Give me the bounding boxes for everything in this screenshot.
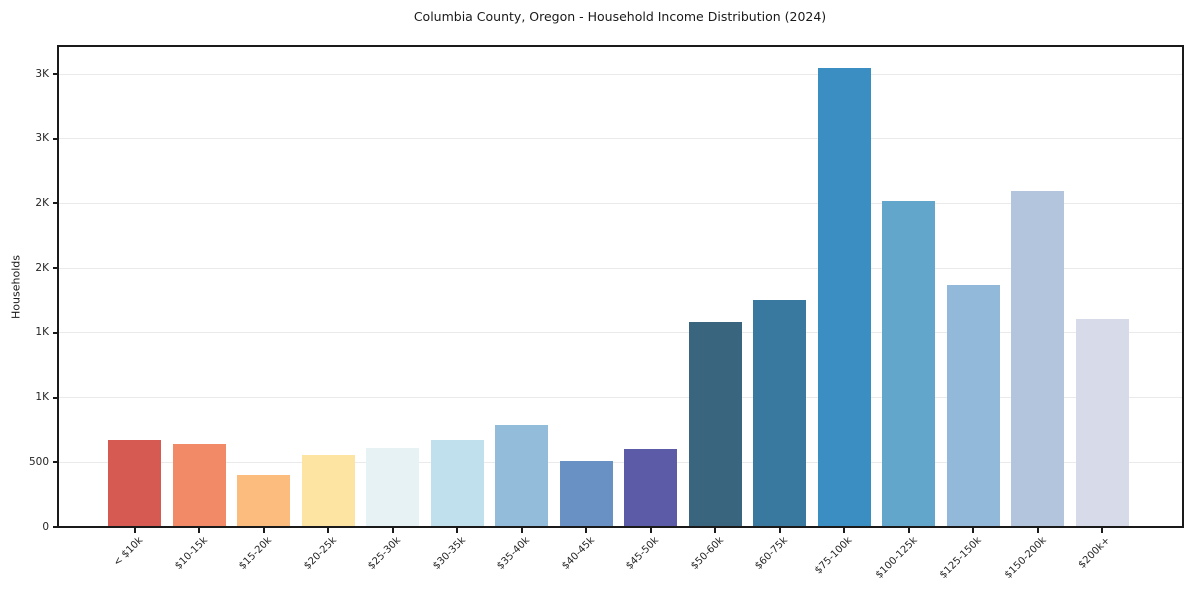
- x-tick-label: < $10k: [111, 535, 146, 569]
- chart-title: Columbia County, Oregon - Household Inco…: [413, 9, 827, 24]
- gridline: [58, 267, 1182, 269]
- x-tick-mark: [585, 528, 587, 533]
- bar-75-100k: [817, 68, 871, 527]
- x-tick-label: $45-50k: [624, 535, 662, 572]
- y-tick-mark: [53, 267, 58, 270]
- x-tick-mark: [972, 528, 974, 533]
- x-tick-label: $75-100k: [813, 535, 855, 577]
- gridline: [58, 461, 1182, 463]
- x-tick-label: $40-45k: [559, 535, 597, 572]
- bar-10k: [108, 439, 161, 527]
- x-tick-mark: [198, 528, 200, 533]
- y-tick-label: 1K: [35, 326, 49, 339]
- x-tick-mark: [520, 528, 523, 533]
- y-tick-label: 2K: [35, 196, 49, 209]
- gridline: [58, 73, 1182, 75]
- y-tick-mark: [53, 137, 58, 140]
- x-tick-label: $100-125k: [873, 535, 920, 581]
- y-tick-mark: [53, 526, 58, 528]
- bar-200k: [1075, 319, 1129, 527]
- x-tick-label: $10-15k: [172, 535, 210, 572]
- x-tick-label: $15-20k: [237, 535, 275, 572]
- y-tick-label: 0: [42, 520, 49, 533]
- bar-150-200k: [1011, 190, 1064, 527]
- bar-125-150k: [946, 285, 1000, 527]
- bar-20-25k: [301, 454, 355, 527]
- x-tick-mark: [907, 528, 910, 533]
- bar-25-30k: [366, 448, 419, 527]
- right-spine: [1181, 45, 1184, 528]
- y-tick-label: 500: [28, 455, 49, 468]
- x-tick-label: $125-150k: [937, 535, 984, 581]
- plot-area: [58, 46, 1182, 527]
- x-tick-label: $60-75k: [753, 535, 791, 572]
- x-tick-label: $25-30k: [366, 535, 404, 572]
- x-tick-mark: [456, 528, 458, 533]
- y-tick-label: 2K: [35, 261, 49, 274]
- bar-40-45k: [559, 460, 613, 527]
- top-spine: [56, 45, 1183, 47]
- bar-30-35k: [430, 440, 484, 527]
- bar-15-20k: [237, 474, 290, 527]
- gridline: [58, 397, 1182, 399]
- x-tick-label: $200k+: [1076, 535, 1113, 571]
- y-tick-mark: [53, 331, 58, 334]
- bar-60-75k: [753, 300, 806, 527]
- y-tick-mark: [53, 396, 58, 399]
- bar-50-60k: [688, 322, 742, 527]
- x-tick-label: $35-40k: [495, 535, 533, 572]
- y-tick-mark: [53, 202, 58, 205]
- x-tick-label: $150-200k: [1002, 535, 1049, 581]
- x-tick-mark: [1036, 528, 1039, 533]
- x-axis-spine: [56, 526, 1183, 528]
- x-tick-mark: [714, 528, 716, 533]
- gridline: [58, 332, 1182, 334]
- x-tick-mark: [133, 528, 136, 533]
- x-tick-mark: [778, 528, 781, 533]
- y-tick-label: 3K: [35, 67, 49, 80]
- gridline: [58, 138, 1182, 140]
- x-tick-mark: [327, 528, 329, 533]
- y-axis-spine: [56, 45, 59, 528]
- y-tick-label: 1K: [35, 391, 49, 404]
- x-tick-label: $50-60k: [688, 535, 726, 572]
- bar-45-50k: [624, 448, 677, 527]
- gridline: [58, 202, 1182, 204]
- bar-100-125k: [882, 201, 935, 527]
- bar-10-15k: [172, 444, 226, 527]
- x-tick-label: $20-25k: [301, 535, 339, 572]
- bar-35-40k: [495, 424, 548, 527]
- x-tick-mark: [649, 528, 652, 533]
- x-tick-mark: [262, 528, 265, 533]
- x-tick-mark: [1101, 528, 1103, 533]
- x-tick-label: $30-35k: [430, 535, 468, 572]
- y-tick-label: 3K: [35, 132, 49, 145]
- x-tick-mark: [843, 528, 845, 533]
- y-tick-mark: [53, 73, 58, 76]
- y-tick-mark: [53, 461, 58, 464]
- x-tick-mark: [391, 528, 394, 533]
